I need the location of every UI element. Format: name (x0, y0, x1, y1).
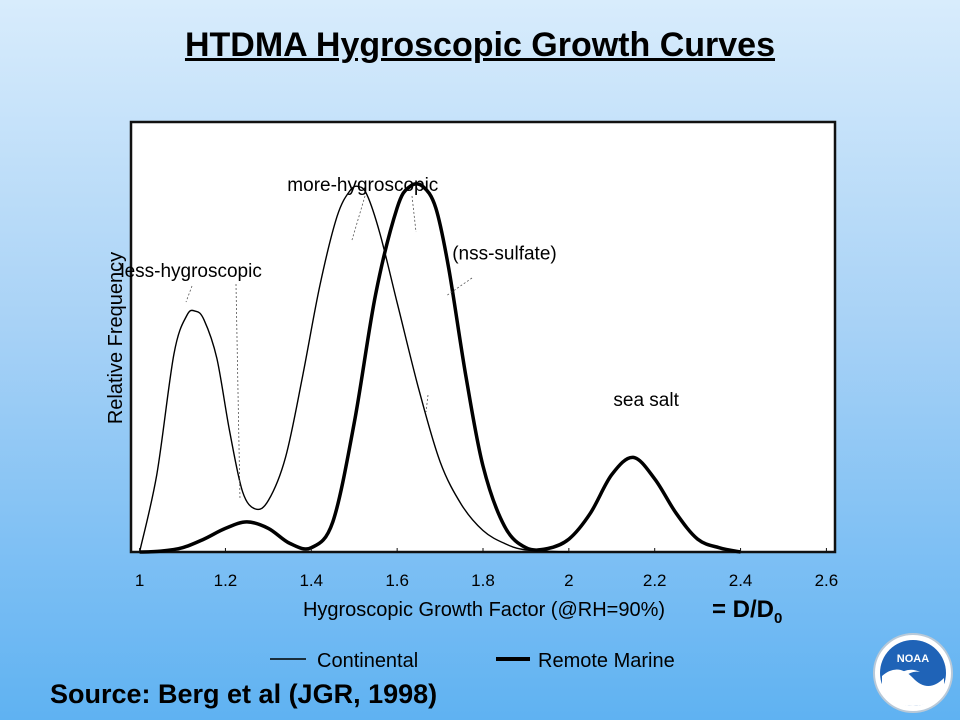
noaa-logo-text: NOAA (897, 653, 929, 665)
leader-less-hygroscopic-2 (235, 283, 241, 501)
legend-label-remote-marine: Remote Marine (538, 650, 675, 672)
x-tick-label: 1.4 (299, 571, 323, 590)
slide-title: HTDMA Hygroscopic Growth Curves (184, 26, 776, 64)
legend: Continental Remote Marine (270, 650, 675, 672)
annotation-less-hygroscopic: less-hygroscopic (120, 261, 262, 282)
leader-nss-sulfate (445, 277, 473, 297)
series-line-continental (138, 185, 569, 553)
x-tick-label: 2.6 (815, 571, 839, 590)
plot-frame (129, 120, 837, 554)
annotation-sea-salt: sea salt (613, 390, 679, 411)
x-tick-label: 1 (135, 571, 144, 590)
noaa-logo-icon: NOAA (873, 633, 953, 713)
x-axis-label: Hygroscopic Growth Factor (@RH=90%) (303, 599, 665, 621)
d-over-d0-label: = D/D0 (712, 596, 783, 627)
x-tick-label: 2 (564, 571, 573, 590)
x-tick-label: 1.6 (385, 571, 409, 590)
y-axis-label: Relative Frequency (105, 252, 127, 424)
x-tick-label: 1.2 (214, 571, 238, 590)
x-tick-label: 2.2 (643, 571, 667, 590)
source-citation: Source: Berg et al (JGR, 1998) (50, 679, 438, 709)
leader-dip (425, 394, 429, 413)
annotation-nss-sulfate: (nss-sulfate) (452, 244, 557, 265)
annotation-more-hygroscopic: more-hygroscopic (287, 175, 438, 196)
leader-less-hygroscopic-1 (185, 285, 193, 303)
x-tick-label: 2.4 (729, 571, 753, 590)
series-line-remote-marine (139, 182, 741, 554)
legend-label-continental: Continental (317, 650, 418, 672)
x-tick-label: 1.8 (471, 571, 495, 590)
